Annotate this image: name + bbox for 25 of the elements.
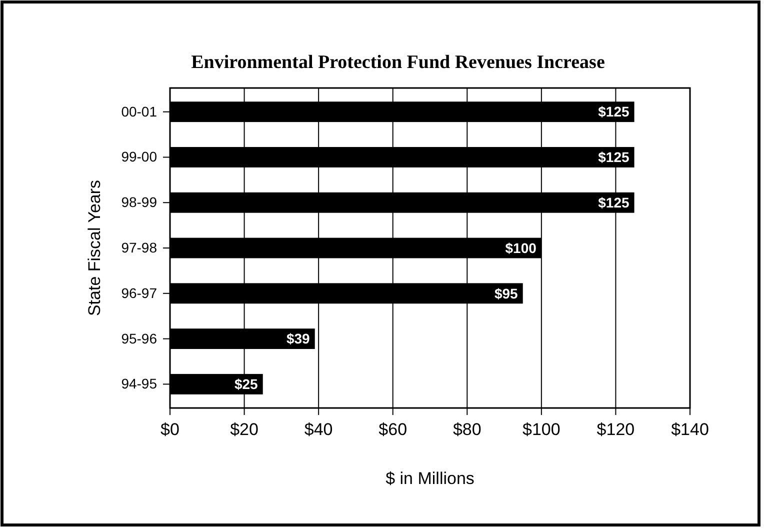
- chart-title: Environmental Protection Fund Revenues Increase: [191, 52, 605, 73]
- y-tick-label: 98-99: [121, 194, 158, 210]
- x-tick-label: $120: [596, 420, 635, 440]
- x-tick-label: $60: [378, 420, 408, 440]
- x-tick-label: $0: [160, 420, 180, 440]
- y-tick-label: 99-00: [121, 148, 158, 165]
- y-tick-label: 00-01: [121, 103, 158, 120]
- x-tick-label: $80: [452, 420, 482, 440]
- y-axis-title: State Fiscal Years: [85, 180, 104, 316]
- data-label: $125: [598, 104, 630, 120]
- data-label: $125: [598, 149, 630, 166]
- data-label: $125: [598, 194, 630, 211]
- x-tick-label: $140: [671, 420, 709, 440]
- data-label: $95: [494, 285, 518, 302]
- data-label: $25: [234, 376, 258, 392]
- data-label: $39: [286, 330, 310, 347]
- x-axis-title: $ in Millions: [386, 469, 474, 488]
- y-tick-label: 95-96: [121, 330, 158, 346]
- y-tick-label: 97-98: [121, 239, 158, 256]
- y-tick-label: 96-97: [121, 284, 158, 301]
- y-tick-label: 94-95: [121, 376, 158, 392]
- x-tick-label: $100: [522, 420, 560, 440]
- x-tick-label: $40: [304, 420, 333, 440]
- x-tick-label: $20: [230, 420, 258, 440]
- data-label: $100: [505, 240, 537, 256]
